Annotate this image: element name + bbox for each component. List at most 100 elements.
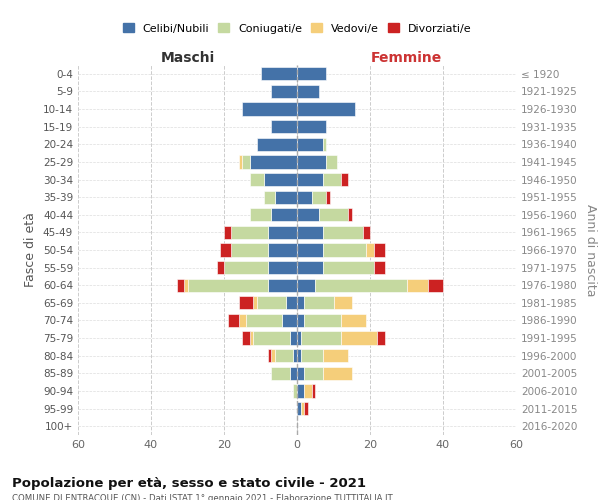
Bar: [264, 173, 297, 186]
Bar: [297, 314, 304, 327]
Bar: [362, 226, 370, 239]
Bar: [232, 244, 268, 256]
Bar: [271, 85, 297, 98]
Bar: [323, 173, 341, 186]
Bar: [260, 67, 297, 80]
Text: Maschi: Maschi: [160, 51, 215, 65]
Bar: [232, 226, 268, 239]
Bar: [250, 332, 253, 344]
Bar: [239, 296, 253, 310]
Text: Popolazione per età, sesso e stato civile - 2021: Popolazione per età, sesso e stato civil…: [12, 478, 366, 490]
Bar: [224, 226, 232, 239]
Bar: [297, 138, 323, 151]
Bar: [242, 102, 297, 116]
Bar: [268, 278, 297, 292]
Bar: [297, 402, 301, 415]
Bar: [297, 349, 301, 362]
Bar: [246, 314, 283, 327]
Bar: [297, 244, 323, 256]
Bar: [227, 314, 239, 327]
Bar: [367, 244, 374, 256]
Bar: [187, 278, 268, 292]
Bar: [407, 278, 428, 292]
Bar: [297, 173, 323, 186]
Bar: [250, 173, 264, 186]
Bar: [297, 120, 326, 134]
Bar: [268, 261, 297, 274]
Bar: [334, 296, 352, 310]
Bar: [239, 314, 246, 327]
Bar: [220, 244, 232, 256]
Bar: [297, 278, 315, 292]
Bar: [315, 278, 407, 292]
Bar: [311, 384, 315, 398]
Y-axis label: Anni di nascita: Anni di nascita: [584, 204, 597, 296]
Bar: [304, 366, 323, 380]
Bar: [374, 244, 385, 256]
Bar: [428, 278, 443, 292]
Bar: [323, 261, 374, 274]
Bar: [275, 190, 297, 204]
Bar: [297, 190, 311, 204]
Bar: [283, 314, 297, 327]
Bar: [323, 138, 326, 151]
Bar: [301, 349, 323, 362]
Text: Femmine: Femmine: [371, 51, 442, 65]
Bar: [304, 384, 311, 398]
Bar: [348, 208, 352, 222]
Bar: [239, 156, 242, 168]
Bar: [297, 67, 326, 80]
Bar: [297, 208, 319, 222]
Bar: [264, 190, 275, 204]
Bar: [224, 261, 268, 274]
Bar: [297, 226, 323, 239]
Bar: [323, 366, 352, 380]
Bar: [297, 332, 301, 344]
Bar: [323, 226, 362, 239]
Bar: [301, 332, 341, 344]
Bar: [268, 349, 271, 362]
Bar: [319, 208, 348, 222]
Bar: [323, 244, 367, 256]
Bar: [297, 102, 355, 116]
Bar: [297, 156, 326, 168]
Bar: [341, 332, 377, 344]
Bar: [286, 296, 297, 310]
Bar: [290, 332, 297, 344]
Bar: [311, 190, 326, 204]
Bar: [271, 366, 290, 380]
Bar: [374, 261, 385, 274]
Bar: [275, 349, 293, 362]
Text: COMUNE DI ENTRACQUE (CN) - Dati ISTAT 1° gennaio 2021 - Elaborazione TUTTITALIA.: COMUNE DI ENTRACQUE (CN) - Dati ISTAT 1°…: [12, 494, 393, 500]
Bar: [304, 314, 341, 327]
Bar: [326, 190, 330, 204]
Bar: [326, 156, 337, 168]
Bar: [341, 314, 367, 327]
Bar: [271, 208, 297, 222]
Bar: [323, 349, 348, 362]
Y-axis label: Fasce di età: Fasce di età: [25, 212, 37, 288]
Bar: [341, 173, 348, 186]
Bar: [250, 156, 297, 168]
Bar: [257, 138, 297, 151]
Bar: [377, 332, 385, 344]
Bar: [217, 261, 224, 274]
Bar: [253, 332, 290, 344]
Bar: [176, 278, 184, 292]
Bar: [242, 156, 250, 168]
Bar: [297, 296, 304, 310]
Bar: [271, 349, 275, 362]
Bar: [250, 208, 271, 222]
Bar: [304, 402, 308, 415]
Bar: [293, 384, 297, 398]
Bar: [184, 278, 187, 292]
Bar: [304, 296, 334, 310]
Bar: [271, 120, 297, 134]
Legend: Celibi/Nubili, Coniugati/e, Vedovi/e, Divorziati/e: Celibi/Nubili, Coniugati/e, Vedovi/e, Di…: [118, 19, 476, 38]
Bar: [297, 384, 304, 398]
Bar: [297, 366, 304, 380]
Bar: [290, 366, 297, 380]
Bar: [293, 349, 297, 362]
Bar: [301, 402, 304, 415]
Bar: [268, 226, 297, 239]
